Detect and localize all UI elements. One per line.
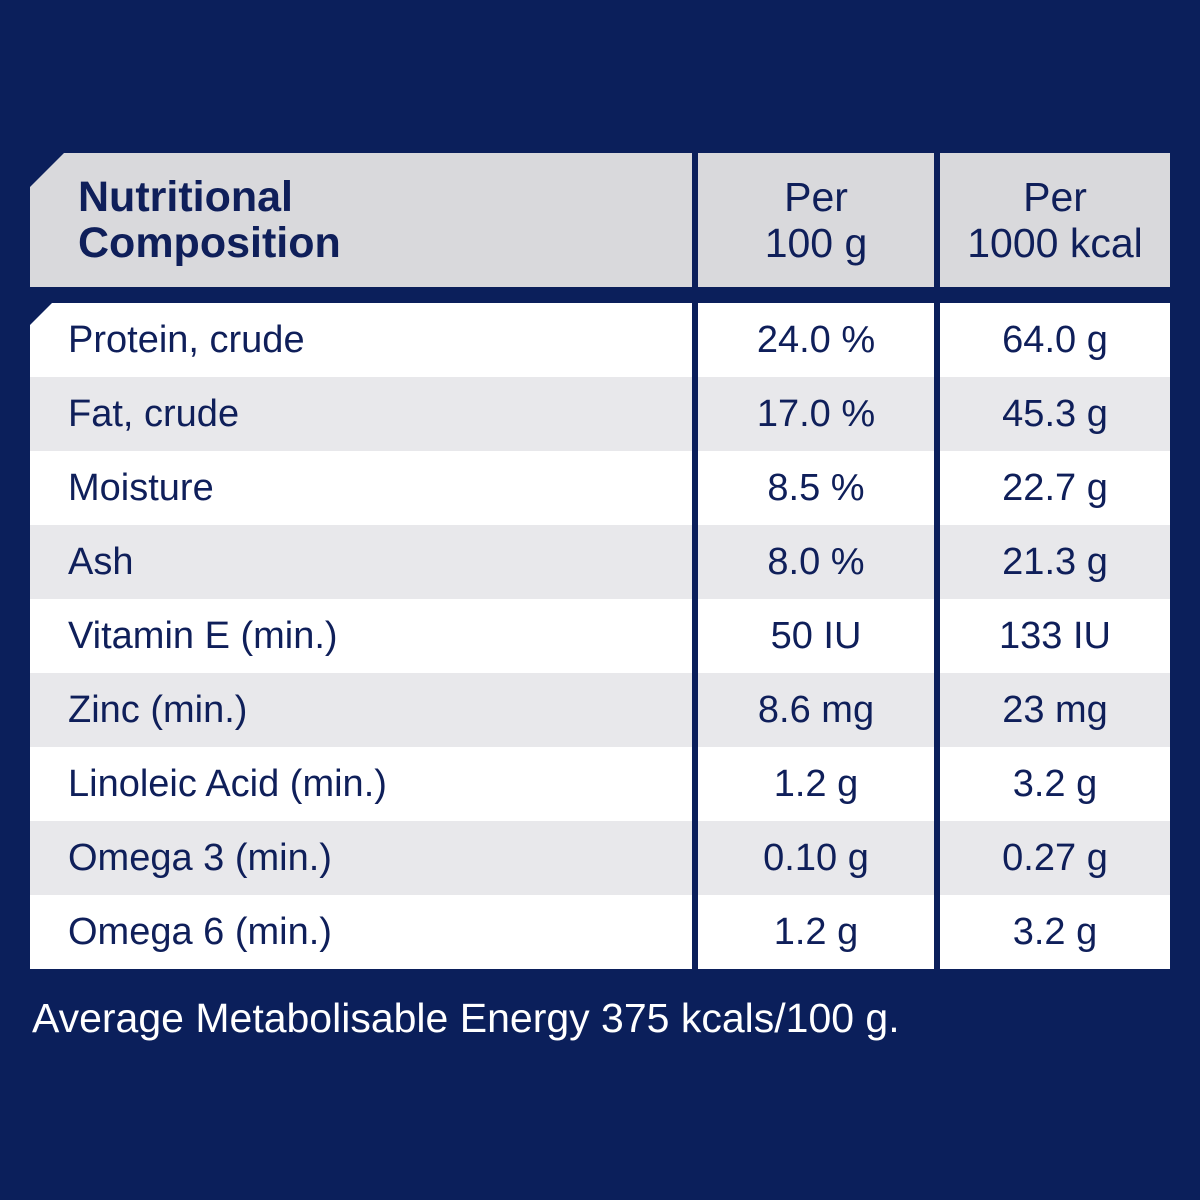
- nutrient-name: Linoleic Acid (min.): [30, 747, 692, 821]
- value-per-1000kcal: 133 IU: [940, 599, 1170, 673]
- value-per-1000kcal: 23 mg: [940, 673, 1170, 747]
- value-per-1000kcal: 0.27 g: [940, 821, 1170, 895]
- value-per-100g: 8.5 %: [698, 451, 934, 525]
- nutrient-name: Omega 6 (min.): [30, 895, 692, 969]
- header-line: Composition: [78, 219, 341, 267]
- value-per-100g: 8.6 mg: [698, 673, 934, 747]
- nutrient-name: Protein, crude: [30, 303, 692, 377]
- table-header: Nutritional Composition Per 100 g Per 10…: [30, 153, 1170, 287]
- value-per-100g: 1.2 g: [698, 747, 934, 821]
- nutrient-name: Zinc (min.): [30, 673, 692, 747]
- value-per-100g: 50 IU: [698, 599, 934, 673]
- header-line: Nutritional: [78, 173, 293, 221]
- value-per-1000kcal: 21.3 g: [940, 525, 1170, 599]
- value-per-100g: 17.0 %: [698, 377, 934, 451]
- value-per-1000kcal: 22.7 g: [940, 451, 1170, 525]
- header-per-100g: Per 100 g: [698, 153, 934, 287]
- value-per-1000kcal: 3.2 g: [940, 895, 1170, 969]
- value-per-100g: 0.10 g: [698, 821, 934, 895]
- value-per-1000kcal: 45.3 g: [940, 377, 1170, 451]
- nutrient-name: Vitamin E (min.): [30, 599, 692, 673]
- nutrient-name: Fat, crude: [30, 377, 692, 451]
- energy-note: Average Metabolisable Energy 375 kcals/1…: [32, 995, 900, 1041]
- nutrient-name: Omega 3 (min.): [30, 821, 692, 895]
- value-per-100g: 1.2 g: [698, 895, 934, 969]
- value-per-1000kcal: 3.2 g: [940, 747, 1170, 821]
- header-nutritional-composition: Nutritional Composition: [30, 153, 692, 287]
- header-line: 100 g: [764, 220, 868, 266]
- header-per-1000kcal: Per 1000 kcal: [940, 153, 1170, 287]
- value-per-100g: 8.0 %: [698, 525, 934, 599]
- value-per-100g: 24.0 %: [698, 303, 934, 377]
- header-line: Per: [1023, 174, 1087, 220]
- header-line: 1000 kcal: [967, 220, 1143, 266]
- header-line: Per: [784, 174, 848, 220]
- value-per-1000kcal: 64.0 g: [940, 303, 1170, 377]
- nutrient-name: Moisture: [30, 451, 692, 525]
- nutrient-name: Ash: [30, 525, 692, 599]
- table-body: Protein, crude 24.0 % 64.0 g Fat, crude 17.0…: [30, 303, 1170, 969]
